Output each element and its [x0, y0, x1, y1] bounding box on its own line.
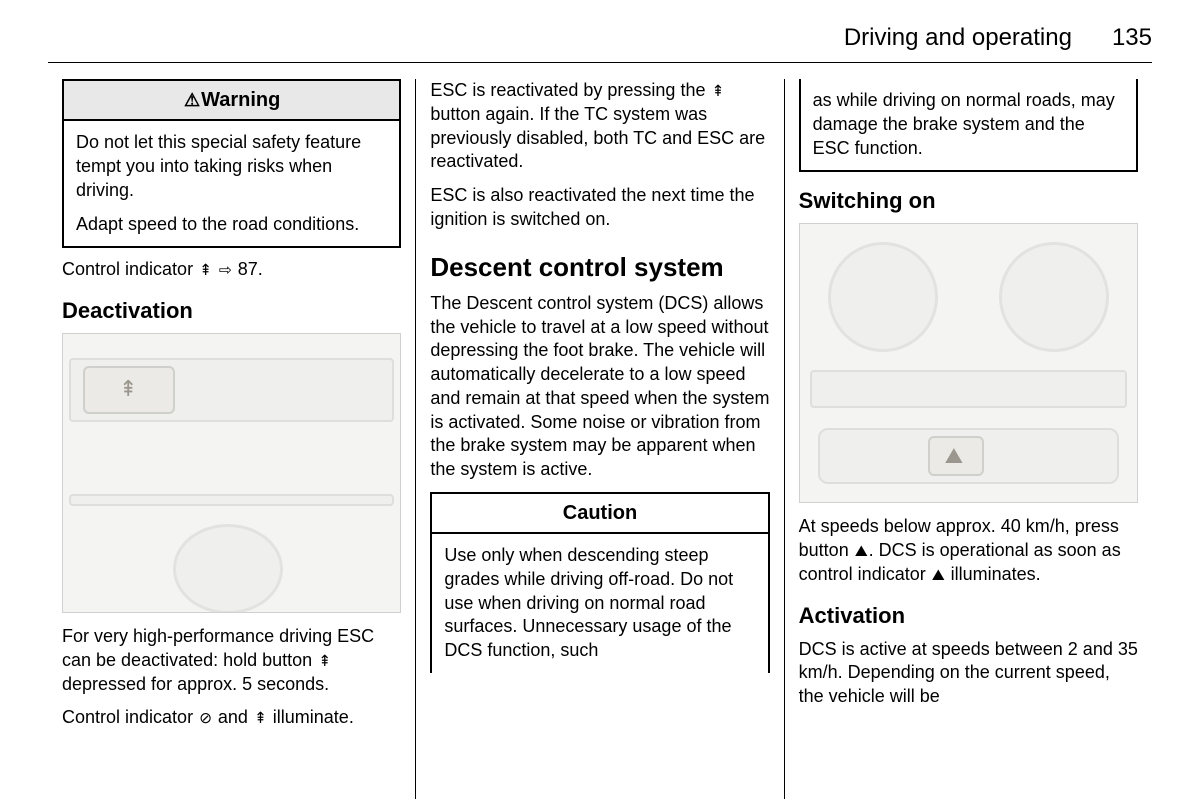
control-indicator-line: Control indicator ⇞ ⇨ 87. — [62, 258, 401, 282]
ci-ref: 87. — [233, 259, 263, 279]
tc-off-icon: ⊘ — [198, 709, 213, 729]
switch-p1c: illuminates. — [946, 564, 1041, 584]
esc-p1a: ESC is reactivated by pressing the — [430, 80, 710, 100]
deact-p2: Control indicator ⊘ and ⇞ illuminate. — [62, 706, 401, 730]
heading-dcs: Descent control system — [430, 250, 769, 284]
page-header: Driving and operating 135 — [48, 24, 1152, 63]
caution-box-body: Use only when descending steep grades wh… — [432, 534, 767, 673]
warning-title: Warning — [201, 89, 280, 111]
warning-p2: Adapt speed to the road conditions. — [76, 213, 387, 237]
switching-on-image: ⛰ — [799, 223, 1138, 503]
deact-p2b: and — [213, 707, 253, 727]
deactivation-image: ⇞ — [62, 333, 401, 613]
column-1: ⚠Warning Do not let this special safety … — [48, 79, 415, 799]
caution-box-cont-body: as while driving on normal roads, may da… — [801, 79, 1136, 170]
warning-triangle-icon: ⚠ — [183, 89, 201, 113]
column-3: as while driving on normal roads, may da… — [784, 79, 1152, 799]
dcs-icon: ⛰ — [854, 542, 869, 562]
warning-box-body: Do not let this special safety feature t… — [64, 121, 399, 246]
switch-p1: At speeds below approx. 40 km/h, press b… — [799, 515, 1138, 586]
esc-off-icon: ⇞ — [253, 709, 268, 729]
section-title: Driving and operating — [844, 24, 1072, 52]
ci-pre: Control indicator — [62, 259, 198, 279]
caution-box: Caution Use only when descending steep g… — [430, 492, 769, 673]
activation-p1: DCS is active at speeds between 2 and 35… — [799, 638, 1138, 709]
heading-deactivation: Deactivation — [62, 296, 401, 325]
column-2: ESC is reactivated by pressing the ⇞ but… — [415, 79, 783, 799]
deact-p2c: illuminate. — [268, 707, 354, 727]
esc-p1b: button again. If the TC system was previ… — [430, 104, 765, 172]
warning-p1: Do not let this special safety feature t… — [76, 131, 387, 202]
deact-p1: For very high-performance driving ESC ca… — [62, 625, 401, 696]
content-columns: ⚠Warning Do not let this special safety … — [48, 79, 1152, 799]
warning-box: ⚠Warning Do not let this special safety … — [62, 79, 401, 248]
page-number: 135 — [1112, 24, 1152, 52]
esc-p2: ESC is also reactivated the next time th… — [430, 184, 769, 232]
dcs-icon: ⛰ — [931, 566, 946, 586]
esc-off-icon: ⇞ — [710, 82, 725, 102]
esc-off-icon: ⇞ — [198, 261, 213, 281]
caution-box-cont: as while driving on normal roads, may da… — [799, 79, 1138, 172]
esc-off-icon: ⇞ — [317, 652, 332, 672]
arrow-ref-icon: ⇨ — [218, 261, 233, 281]
caution-cont-p: as while driving on normal roads, may da… — [813, 89, 1124, 160]
esc-p1: ESC is reactivated by pressing the ⇞ but… — [430, 79, 769, 174]
warning-box-header: ⚠Warning — [64, 81, 399, 121]
deact-p2a: Control indicator — [62, 707, 198, 727]
caution-p1: Use only when descending steep grades wh… — [444, 544, 755, 663]
heading-switching-on: Switching on — [799, 186, 1138, 215]
dcs-p1: The Descent control system (DCS) allows … — [430, 292, 769, 482]
heading-activation: Activation — [799, 601, 1138, 630]
deact-p1b: depressed for approx. 5 seconds. — [62, 674, 329, 694]
caution-box-header: Caution — [432, 494, 767, 534]
